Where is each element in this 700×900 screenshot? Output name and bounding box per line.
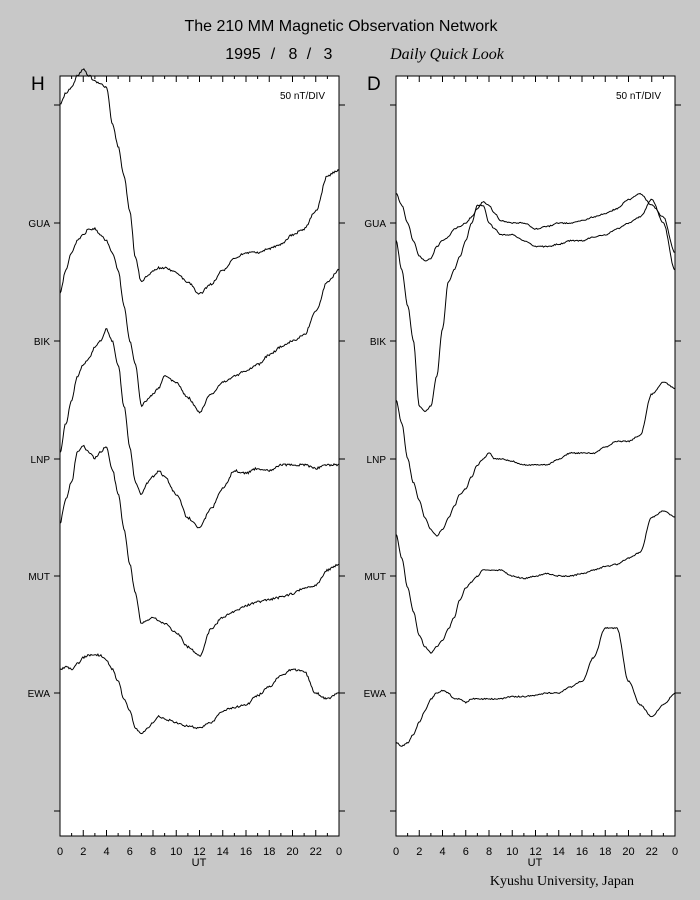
d-x-tick-labels: 0 2 4 6 8 10 12 14 16 18 20 22 0 <box>393 846 678 858</box>
figure-title: The 210 MM Magnetic Observation Network <box>184 18 498 35</box>
d-ticks <box>390 76 681 836</box>
h-station-labels: GUA BIK LNP MUT EWA <box>28 219 51 700</box>
d-station-label-gua: GUA <box>364 219 386 230</box>
h-x-tick-label-3: 6 <box>127 846 133 858</box>
h-component-panel: H 50 nT/DIV GUA BIK LNP MUT EWA 0 2 4 6 8 10 12 14 1… <box>28 68 345 869</box>
h-x-tick-label-0: 0 <box>57 846 63 858</box>
d-x-tick-label-6: 12 <box>529 846 541 858</box>
h-trace-lnp <box>59 328 340 529</box>
h-trace-mut <box>59 444 340 657</box>
h-plot-area <box>59 75 340 837</box>
date-separator-2: / <box>307 46 312 63</box>
date-year: 1995 <box>225 46 261 63</box>
figure-subtitle: Daily Quick Look <box>389 46 505 63</box>
d-x-tick-label-4: 8 <box>486 846 492 858</box>
credit-label: Kyushu University, Japan <box>490 874 634 889</box>
h-trace-gua <box>60 68 340 295</box>
h-x-tick-label-6: 12 <box>193 846 205 858</box>
d-x-tick-label-11: 22 <box>646 846 658 858</box>
h-station-label-gua: GUA <box>28 219 50 230</box>
date-separator-1: / <box>271 46 276 63</box>
d-x-tick-label-3: 6 <box>463 846 469 858</box>
d-x-tick-label-8: 16 <box>576 846 588 858</box>
d-x-tick-label-7: 14 <box>553 846 565 858</box>
d-trace-gua <box>395 192 676 262</box>
d-x-tick-label-5: 10 <box>506 846 518 858</box>
d-traces <box>395 192 676 747</box>
h-scale-label: 50 nT/DIV <box>280 91 325 102</box>
d-x-tick-label-12: 0 <box>672 846 678 858</box>
d-plot-area <box>395 75 676 837</box>
h-x-tick-label-2: 4 <box>103 846 109 858</box>
h-x-tick-label-5: 10 <box>170 846 182 858</box>
d-x-tick-label-0: 0 <box>393 846 399 858</box>
d-component-panel: D 50 nT/DIV GUA BIK LNP MUT EWA 0 2 4 6 8 10 12 14 1… <box>364 74 681 869</box>
d-trace-bik <box>395 198 676 413</box>
d-x-axis-title: UT <box>528 857 543 869</box>
d-x-tick-label-1: 2 <box>416 846 422 858</box>
h-ticks <box>54 76 345 836</box>
d-trace-mut <box>395 510 676 654</box>
h-x-tick-label-11: 22 <box>310 846 322 858</box>
h-station-label-bik: BIK <box>34 337 50 348</box>
h-station-label-mut: MUT <box>28 572 50 583</box>
date-month: 8 <box>289 46 298 63</box>
h-x-tick-label-1: 2 <box>80 846 86 858</box>
h-x-tick-label-8: 16 <box>240 846 252 858</box>
h-trace-ewa <box>59 653 340 735</box>
date-day: 3 <box>324 46 333 63</box>
h-x-tick-label-9: 18 <box>263 846 275 858</box>
d-scale-label: 50 nT/DIV <box>616 91 661 102</box>
h-x-tick-label-4: 8 <box>150 846 156 858</box>
d-trace-ewa <box>395 626 676 747</box>
d-station-labels: GUA BIK LNP MUT EWA <box>364 219 387 700</box>
h-x-tick-label-10: 20 <box>286 846 298 858</box>
h-station-label-lnp: LNP <box>31 455 51 466</box>
d-station-label-ewa: EWA <box>364 689 387 700</box>
d-station-label-lnp: LNP <box>367 455 387 466</box>
h-trace-bik <box>59 226 340 414</box>
d-trace-lnp <box>395 381 676 537</box>
h-x-tick-label-7: 14 <box>217 846 229 858</box>
d-x-tick-label-10: 20 <box>622 846 634 858</box>
d-panel-label: D <box>367 74 381 95</box>
h-x-axis-title: UT <box>192 857 207 869</box>
h-x-tick-labels: 0 2 4 6 8 10 12 14 16 18 20 22 0 <box>57 846 342 858</box>
h-panel-label: H <box>31 74 45 95</box>
d-station-label-bik: BIK <box>370 337 386 348</box>
h-station-label-ewa: EWA <box>28 689 51 700</box>
h-traces <box>59 68 340 735</box>
d-x-tick-label-9: 18 <box>599 846 611 858</box>
d-station-label-mut: MUT <box>364 572 386 583</box>
h-x-tick-label-12: 0 <box>336 846 342 858</box>
d-x-tick-label-2: 4 <box>439 846 445 858</box>
